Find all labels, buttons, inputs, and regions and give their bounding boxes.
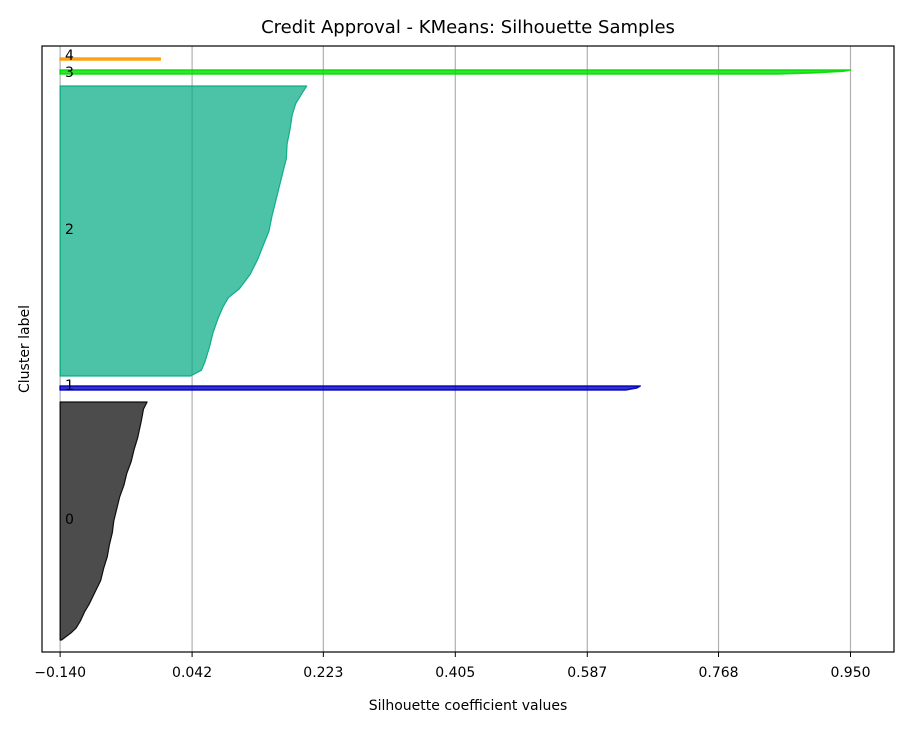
cluster-3-silhouette — [59, 69, 852, 75]
x-tick-label: 0.405 — [435, 665, 475, 681]
cluster-labels: 0 1 2 34 — [65, 48, 74, 528]
cluster-label-0: 0 — [65, 512, 74, 528]
x-tick-label: −0.140 — [34, 665, 86, 681]
cluster-label-3: 3 — [65, 65, 74, 81]
x-tick-label: 0.950 — [830, 665, 870, 681]
cluster-label-4: 4 — [65, 48, 74, 64]
cluster-silhouettes — [59, 57, 852, 641]
cluster-label-1: 1 — [65, 378, 74, 394]
plot-frame — [41, 45, 895, 653]
x-tick-label: 0.223 — [303, 665, 343, 681]
x-tick-label: 0.042 — [172, 665, 212, 681]
x-axis-label: Silhouette coefficient values — [369, 698, 568, 714]
cluster-label-2: 2 — [65, 222, 74, 238]
cluster-0-silhouette — [59, 401, 148, 641]
x-tick-label: 0.587 — [567, 665, 607, 681]
x-tick-label: 0.768 — [698, 665, 738, 681]
chart-title: Credit Approval - KMeans: Silhouette Sam… — [261, 17, 675, 38]
cluster-2-silhouette — [59, 85, 308, 377]
cluster-4-silhouette — [59, 57, 161, 61]
cluster-1-silhouette — [59, 385, 642, 391]
x-ticks: −0.140 0.042 0.223 0.405 0.587 0.768 0.950 — [34, 652, 871, 681]
y-axis-label: Cluster label — [17, 305, 33, 393]
